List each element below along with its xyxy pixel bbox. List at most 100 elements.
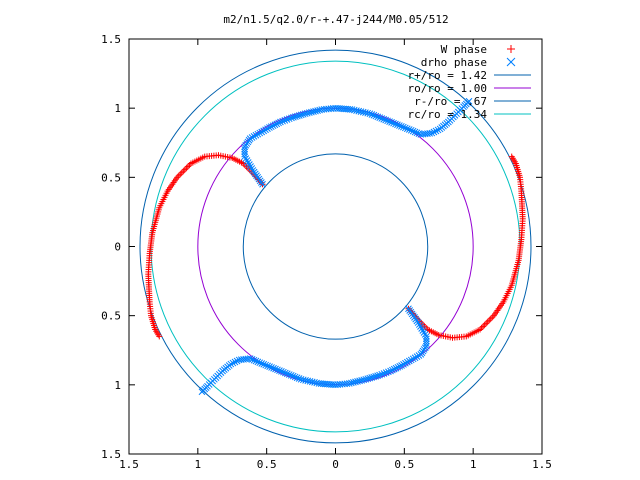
drho-phase-point	[368, 374, 376, 381]
drho-phase-point	[399, 123, 407, 131]
drho-phase-point	[256, 129, 264, 137]
drho-phase-point	[364, 109, 372, 117]
drho-phase-point	[405, 126, 413, 133]
drho-phase-point	[299, 376, 307, 384]
drho-phase-point	[394, 121, 401, 129]
drho-phase-point	[380, 115, 388, 123]
drho-phase-point	[366, 374, 374, 382]
drho-phase-point	[277, 118, 284, 126]
drho-phase-point	[269, 122, 277, 130]
drho-phase-point	[368, 111, 376, 118]
drho-phase-point	[360, 376, 368, 384]
drho-phase-point	[297, 375, 305, 383]
drho-phase-point	[428, 129, 436, 137]
drho-phase-point	[260, 127, 267, 135]
drho-phase-point	[405, 357, 413, 365]
drho-phase-point	[366, 110, 374, 118]
drho-phase-point	[252, 131, 260, 139]
drho-phase-point	[396, 122, 403, 129]
drho-phase-point	[272, 365, 279, 373]
circle-r-	[242, 153, 429, 340]
drho-phase-point	[382, 369, 390, 377]
legend-label: ro/ro = 1.00	[408, 82, 487, 95]
drho-phase-point	[246, 135, 254, 142]
drho-phase-point	[415, 352, 423, 359]
drho-phase-point	[423, 333, 430, 340]
drho-phase-point	[370, 373, 378, 381]
drho-phase-point	[423, 335, 430, 343]
legend-label: drho phase	[421, 56, 487, 69]
drho-phase-point	[295, 375, 303, 382]
drho-phase-point	[411, 354, 419, 362]
drho-phase-point	[252, 357, 260, 365]
drho-phase-point	[276, 367, 283, 374]
drho-phase-point	[378, 115, 386, 122]
w-phase-point	[489, 314, 496, 321]
drho-phase-point	[256, 359, 264, 367]
x-tick-label: 1.5	[119, 458, 139, 471]
w-phase-point	[156, 333, 163, 340]
drho-phase-point	[372, 372, 379, 380]
drho-phase-point	[247, 163, 254, 170]
legend-label: r-/ro = .67	[414, 95, 487, 108]
drho-phase-point	[264, 362, 272, 370]
drho-phase-point	[248, 134, 256, 141]
drho-phase-point	[356, 377, 363, 385]
drho-phase-point	[241, 148, 248, 156]
drho-phase-point	[267, 123, 275, 130]
drho-phase-point	[249, 167, 257, 174]
y-tick-label: 1	[114, 379, 121, 392]
drho-phase-point	[310, 108, 317, 115]
drho-phase-point	[244, 159, 252, 166]
drho-phase-point	[270, 364, 277, 372]
x-tick-label: 1	[470, 458, 477, 471]
drho-phase-point	[426, 129, 434, 137]
drho-phase-point	[401, 124, 409, 132]
axes: 1.5 1 0.5 0 0.5 1 1.51.510.500.511.5	[101, 33, 552, 471]
drho-phase-point	[423, 340, 430, 348]
drho-phase-point	[292, 113, 299, 121]
drho-phase-point	[283, 116, 291, 123]
drho-phase-point	[396, 363, 404, 370]
drho-phase-point	[229, 359, 237, 367]
drho-phase-point	[354, 378, 361, 385]
drho-phase-point	[415, 321, 423, 328]
drho-phase-point	[237, 356, 245, 364]
drho-phase-point	[398, 122, 405, 130]
drho-phase-point	[288, 114, 295, 122]
drho-phase-point	[390, 119, 397, 127]
drho-phase-point	[260, 360, 268, 368]
drho-phase-point	[404, 358, 411, 366]
drho-phase-point	[398, 362, 405, 369]
drho-phase-point	[290, 113, 297, 121]
drho-phase-point	[413, 353, 421, 360]
drho-phase-point	[376, 371, 383, 379]
drho-phase-point	[403, 125, 411, 133]
w-phase-point	[483, 320, 490, 327]
drho-phase-point	[254, 358, 262, 366]
drho-phase-point	[250, 133, 258, 140]
drho-phase-point	[386, 118, 393, 125]
drho-phase-point	[271, 121, 279, 129]
drho-phase-point	[281, 369, 289, 377]
drho-phase-point	[266, 363, 273, 371]
drho-phase-point	[198, 388, 206, 396]
drho-phase-point	[432, 127, 440, 135]
w-phase-point	[508, 153, 515, 160]
drho-phase-point	[254, 130, 262, 138]
drho-phase-point	[258, 128, 266, 136]
drho-phase-point	[297, 111, 305, 119]
drho-phase-point	[387, 367, 394, 375]
drho-phase-point	[364, 375, 372, 383]
drho-phase-point	[268, 364, 275, 371]
y-tick-label: 0.5	[101, 310, 121, 323]
drho-phase-point	[430, 128, 438, 136]
drho-phase-point	[370, 111, 378, 119]
drho-phase-point	[273, 120, 281, 128]
drho-phase-point	[420, 329, 428, 336]
drho-phase-point	[278, 368, 285, 375]
drho-phase-point	[350, 379, 357, 386]
drho-phase-point	[389, 366, 396, 374]
y-tick-label: 1.5	[101, 448, 121, 461]
